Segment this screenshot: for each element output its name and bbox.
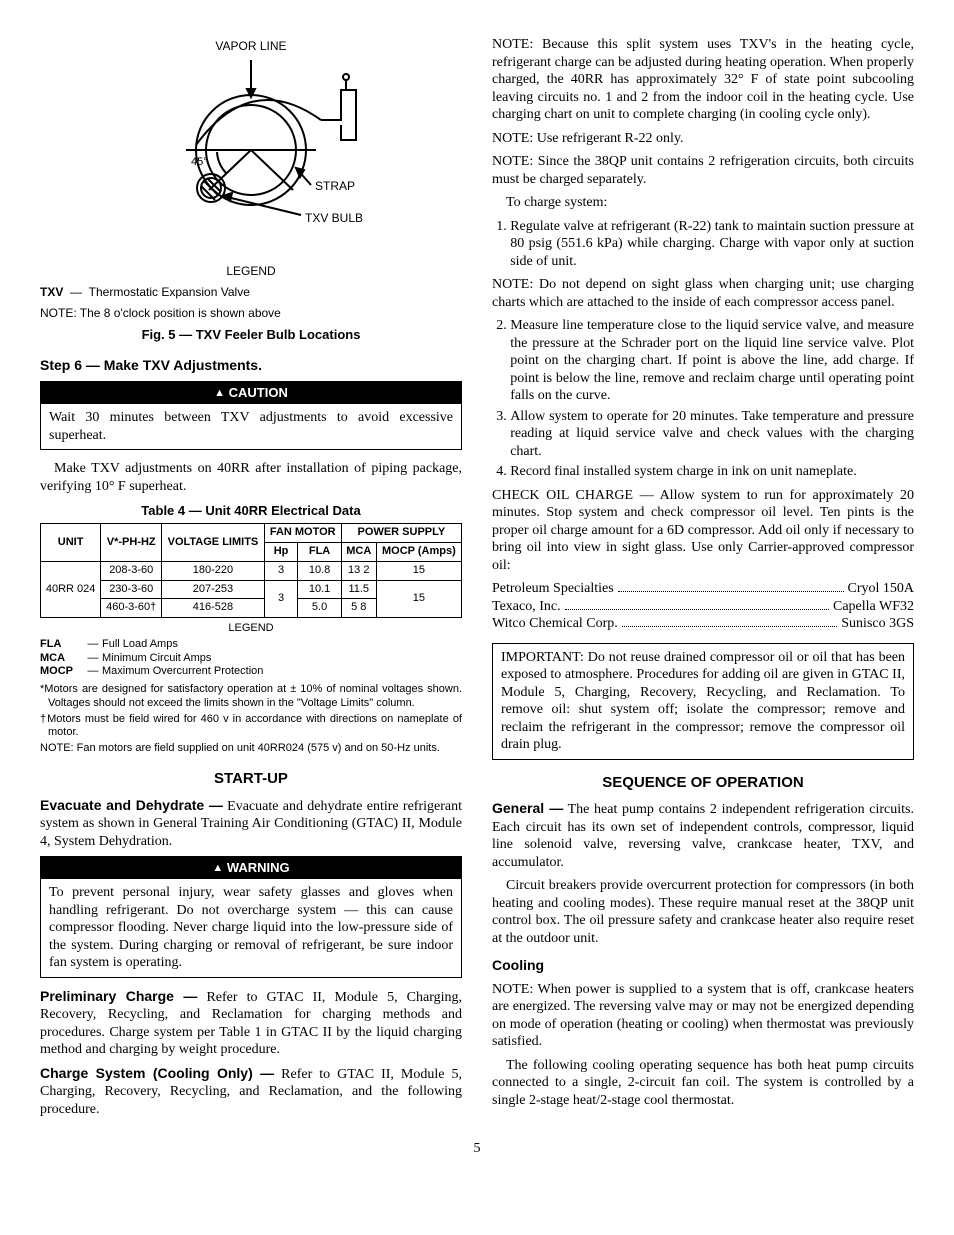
oil-row: Texaco, Inc. Capella WF32 <box>492 598 914 616</box>
right-tocharge: To charge system: <box>492 194 914 212</box>
th-fanmotor: FAN MOTOR <box>264 524 341 543</box>
charge-steps-2: Measure line temperature close to the li… <box>492 317 914 481</box>
caution-box: ▲ CAUTION Wait 30 minutes between TXV ad… <box>40 381 462 450</box>
oil-row: Petroleum Specialties Cryol 150A <box>492 580 914 598</box>
warning-body: To prevent personal injury, wear safety … <box>41 879 461 977</box>
warning-title: WARNING <box>227 860 290 875</box>
sequence-heading: SEQUENCE OF OPERATION <box>492 774 914 793</box>
th-fla: FLA <box>298 543 341 562</box>
right-note3: NOTE: Since the 38QP unit contains 2 ref… <box>492 153 914 188</box>
th-power: POWER SUPPLY <box>341 524 461 543</box>
cooling-heading: Cooling <box>492 957 914 975</box>
cooling-note: NOTE: When power is supplied to a system… <box>492 981 914 1051</box>
fig5-txv-legend: TXV — Thermostatic Expansion Valve <box>40 285 462 300</box>
important-box: IMPORTANT: Do not reuse drained compress… <box>492 643 914 760</box>
page-number: 5 <box>40 1140 914 1158</box>
caution-body: Wait 30 minutes between TXV adjustments … <box>41 404 461 449</box>
warning-triangle-icon: ▲ <box>212 862 223 876</box>
table-row: 230-3-60 207-253 3 10.1 11.5 15 <box>41 580 462 599</box>
charge-step4: Record final installed system charge in … <box>510 463 914 481</box>
warning-triangle-icon: ▲ <box>214 387 225 401</box>
cell-unit: 40RR 024 <box>41 561 101 617</box>
startup-heading: START-UP <box>40 770 462 789</box>
th-mocp: MOCP (Amps) <box>376 543 461 562</box>
oil-list: Petroleum Specialties Cryol 150A Texaco,… <box>492 580 914 633</box>
oil-row: Witco Chemical Corp. Sunisco 3GS <box>492 615 914 633</box>
fig5-label-strap: STRAP <box>315 179 355 193</box>
th-hp: Hp <box>264 543 298 562</box>
cooling-para: The following cooling operating sequence… <box>492 1057 914 1110</box>
table4: UNIT V*-PH-HZ VOLTAGE LIMITS FAN MOTOR P… <box>40 523 462 618</box>
charge-cooling-para: Charge System (Cooling Only) — Refer to … <box>40 1065 462 1119</box>
table4-footnotes: *Motors are designed for satisfactory op… <box>40 683 462 756</box>
charge-steps-1: Regulate valve at refrigerant (R-22) tan… <box>492 218 914 271</box>
warning-header: ▲ WARNING <box>41 857 461 879</box>
right-note-mid: NOTE: Do not depend on sight glass when … <box>492 276 914 311</box>
fig5-label-bulb: TXV BULB <box>305 211 363 225</box>
fig5-label-vapor: VAPOR LINE <box>215 39 286 53</box>
fig5-legend-title: LEGEND <box>40 264 462 279</box>
important-body: IMPORTANT: Do not reuse drained compress… <box>493 644 913 759</box>
th-unit: UNIT <box>41 524 101 562</box>
th-mca: MCA <box>341 543 376 562</box>
evacuate-para: Evacuate and Dehydrate — Evacuate and de… <box>40 797 462 851</box>
th-vphhz: V*-PH-HZ <box>101 524 162 562</box>
fig5-diagram: VAPOR LINE 45° STRAP TXV BULB <box>101 30 401 260</box>
th-vlimits: VOLTAGE LIMITS <box>162 524 265 562</box>
charge-step3: Allow system to operate for 20 minutes. … <box>510 408 914 461</box>
warning-box: ▲ WARNING To prevent personal injury, we… <box>40 856 462 978</box>
fig5-label-angle: 45° <box>191 156 208 168</box>
table4-legend: LEGEND FLA—Full Load Amps MCA—Minimum Ci… <box>40 622 462 679</box>
table4-caption: Table 4 — Unit 40RR Electrical Data <box>40 503 462 519</box>
right-note1: NOTE: Because this split system uses TXV… <box>492 36 914 124</box>
check-oil-para: CHECK OIL CHARGE — Allow system to run f… <box>492 487 914 575</box>
right-note2: NOTE: Use refrigerant R-22 only. <box>492 130 914 148</box>
step6-heading: Step 6 — Make TXV Adjustments. <box>40 357 462 375</box>
caution-header: ▲ CAUTION <box>41 382 461 404</box>
sequence-para2: Circuit breakers provide overcurrent pro… <box>492 877 914 947</box>
charge-step2: Measure line temperature close to the li… <box>510 317 914 405</box>
prelim-para: Preliminary Charge — Refer to GTAC II, M… <box>40 988 462 1059</box>
fig5-note: NOTE: The 8 o'clock position is shown ab… <box>40 306 462 321</box>
caution-title: CAUTION <box>229 385 288 400</box>
general-para: General — The heat pump contains 2 indep… <box>492 800 914 871</box>
table-row: 40RR 024 208-3-60 180-220 3 10.8 13 2 15 <box>41 561 462 580</box>
step6-para: Make TXV adjustments on 40RR after insta… <box>40 460 462 495</box>
fig5-caption: Fig. 5 — TXV Feeler Bulb Locations <box>40 327 462 343</box>
charge-step1: Regulate valve at refrigerant (R-22) tan… <box>510 218 914 271</box>
table4-legend-title: LEGEND <box>40 622 462 636</box>
